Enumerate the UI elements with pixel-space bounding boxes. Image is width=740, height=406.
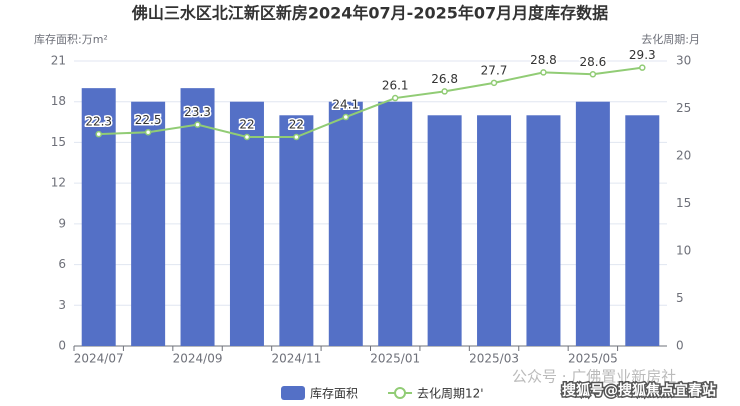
bar bbox=[575, 101, 610, 346]
y-tick-label: 3 bbox=[58, 298, 66, 312]
y2-tick-label: 5 bbox=[676, 291, 684, 305]
x-tick-label: 2024/07 bbox=[74, 352, 124, 366]
line-point bbox=[144, 129, 152, 136]
x-tick-label: 2025/01 bbox=[370, 352, 420, 366]
bar bbox=[526, 115, 561, 347]
line-point bbox=[441, 88, 448, 95]
line bbox=[98, 66, 643, 138]
line-point bbox=[391, 94, 399, 102]
chart-title: 佛山三水区北江新区新房2024年07月-2025年07月月度库存数据 bbox=[131, 4, 608, 23]
bar bbox=[427, 115, 462, 347]
x-tick-label: 2024/09 bbox=[173, 352, 223, 366]
x-tick-label: 2025/05 bbox=[568, 352, 618, 366]
x-tick-label: 2024/11 bbox=[271, 352, 321, 366]
y-tick-label: 21 bbox=[51, 54, 66, 68]
data-label: 24.1 bbox=[332, 98, 359, 112]
y-tick-label: 18 bbox=[51, 94, 66, 108]
bar bbox=[131, 101, 166, 346]
data-label: 22 bbox=[289, 118, 304, 132]
y-tick-label: 0 bbox=[58, 339, 66, 353]
y-axis-title: 库存面积:万m² bbox=[34, 32, 108, 46]
line-point bbox=[342, 113, 350, 121]
bar bbox=[625, 115, 660, 347]
bar bbox=[180, 88, 215, 347]
line-point bbox=[293, 133, 300, 141]
y-tick-label: 9 bbox=[58, 216, 66, 230]
data-label: 29.3 bbox=[629, 48, 656, 62]
data-label: 22.3 bbox=[85, 115, 112, 129]
data-label: 27.7 bbox=[481, 63, 508, 77]
data-label: 26.8 bbox=[431, 72, 458, 86]
legend-swatch bbox=[394, 387, 407, 399]
line-point bbox=[490, 79, 498, 87]
data-label: 22 bbox=[239, 118, 254, 132]
y2-tick-label: 15 bbox=[676, 196, 691, 210]
bar bbox=[229, 101, 264, 346]
line-point bbox=[95, 130, 102, 138]
data-label: 28.8 bbox=[530, 53, 557, 67]
y2-tick-label: 10 bbox=[676, 244, 691, 258]
y2-tick-label: 20 bbox=[676, 149, 691, 163]
legend-label: 库存面积 bbox=[310, 386, 358, 401]
y2-tick-label: 25 bbox=[676, 101, 691, 115]
watermark: 搜狐号@搜狐焦点宜春站 bbox=[562, 382, 716, 399]
y2-tick-label: 0 bbox=[676, 339, 684, 353]
data-label: 28.6 bbox=[580, 55, 607, 69]
y-tick-label: 12 bbox=[51, 176, 66, 190]
line-point bbox=[243, 133, 251, 141]
y2-tick-label: 30 bbox=[676, 54, 691, 68]
bar bbox=[328, 101, 363, 346]
data-label: 26.1 bbox=[382, 79, 409, 93]
bar bbox=[477, 115, 512, 347]
y2-axis-title: 去化周期:月 bbox=[641, 32, 700, 46]
y-tick-label: 6 bbox=[58, 257, 66, 271]
line-point bbox=[194, 121, 201, 128]
legend-label: 去化周期12' bbox=[417, 387, 484, 401]
data-label: 23.3 bbox=[184, 105, 211, 119]
legend-swatch bbox=[281, 386, 305, 400]
data-label: 22.5 bbox=[135, 113, 162, 127]
line-point bbox=[540, 69, 547, 76]
x-tick-label: 2025/03 bbox=[469, 352, 519, 366]
y-tick-label: 15 bbox=[51, 135, 66, 149]
bar bbox=[378, 101, 413, 346]
bar bbox=[279, 115, 314, 347]
line-point bbox=[589, 71, 597, 78]
watermark: 公众号 · 广佛置业新房社 bbox=[512, 368, 676, 386]
line-point bbox=[639, 64, 646, 71]
